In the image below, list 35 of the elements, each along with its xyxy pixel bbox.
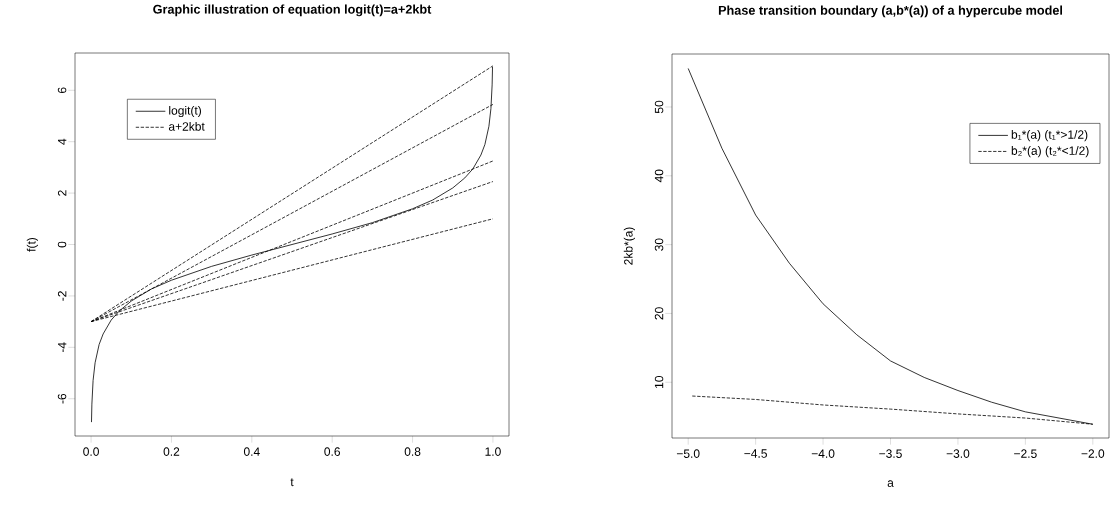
- chart-title: Phase transition boundary (a,b*(a)) of a hypercube model: [718, 5, 1063, 18]
- x-axis-title: t: [290, 478, 294, 487]
- y-axis-title: 2kb*(a): [623, 227, 635, 265]
- y-tick-label: 6: [57, 87, 67, 94]
- legend-label: b₂*(a) (t₂*<1/2): [1011, 146, 1089, 158]
- x-tick-label: −3.0: [946, 449, 970, 458]
- legend-label: logit(t): [169, 105, 202, 118]
- legend-label: a+2kbt: [168, 121, 205, 131]
- x-tick-label: −4.0: [811, 449, 835, 458]
- y-tick-label: 40: [654, 169, 664, 183]
- x-tick-label: 0.0: [83, 447, 99, 456]
- y-tick-label: 2: [57, 190, 67, 196]
- y-axis-title: f(t): [26, 237, 38, 252]
- y-tick-label: 20: [654, 307, 664, 320]
- x-axis-title: a: [887, 480, 894, 487]
- x-tick-label: 0.4: [243, 447, 260, 456]
- x-tick-label: 0.6: [324, 447, 341, 456]
- y-tick-label: 10: [654, 376, 664, 389]
- x-tick-label: −2.0: [1081, 449, 1105, 458]
- x-tick-label: −2.5: [1014, 449, 1037, 458]
- x-tick-label: 1.0: [485, 447, 501, 456]
- y-tick-label: 50: [654, 100, 664, 114]
- y-tick-label: -2: [57, 291, 67, 301]
- y-tick-label: 4: [58, 138, 67, 145]
- x-tick-label: 0.8: [404, 447, 421, 456]
- y-tick-label: -6: [57, 393, 67, 404]
- y-tick-label: 30: [654, 238, 664, 251]
- chart-title: Graphic illustration of equation logit(t)=a+2kbt: [153, 4, 432, 17]
- legend-label: b₁*(a) (t₁*>1/2): [1011, 130, 1088, 142]
- x-tick-label: −5.0: [676, 449, 700, 458]
- x-tick-label: −4.5: [744, 449, 767, 458]
- y-tick-label: 0: [57, 241, 67, 248]
- x-tick-label: −3.5: [879, 449, 902, 458]
- x-tick-label: 0.2: [163, 447, 180, 456]
- y-tick-label: -4: [58, 342, 67, 353]
